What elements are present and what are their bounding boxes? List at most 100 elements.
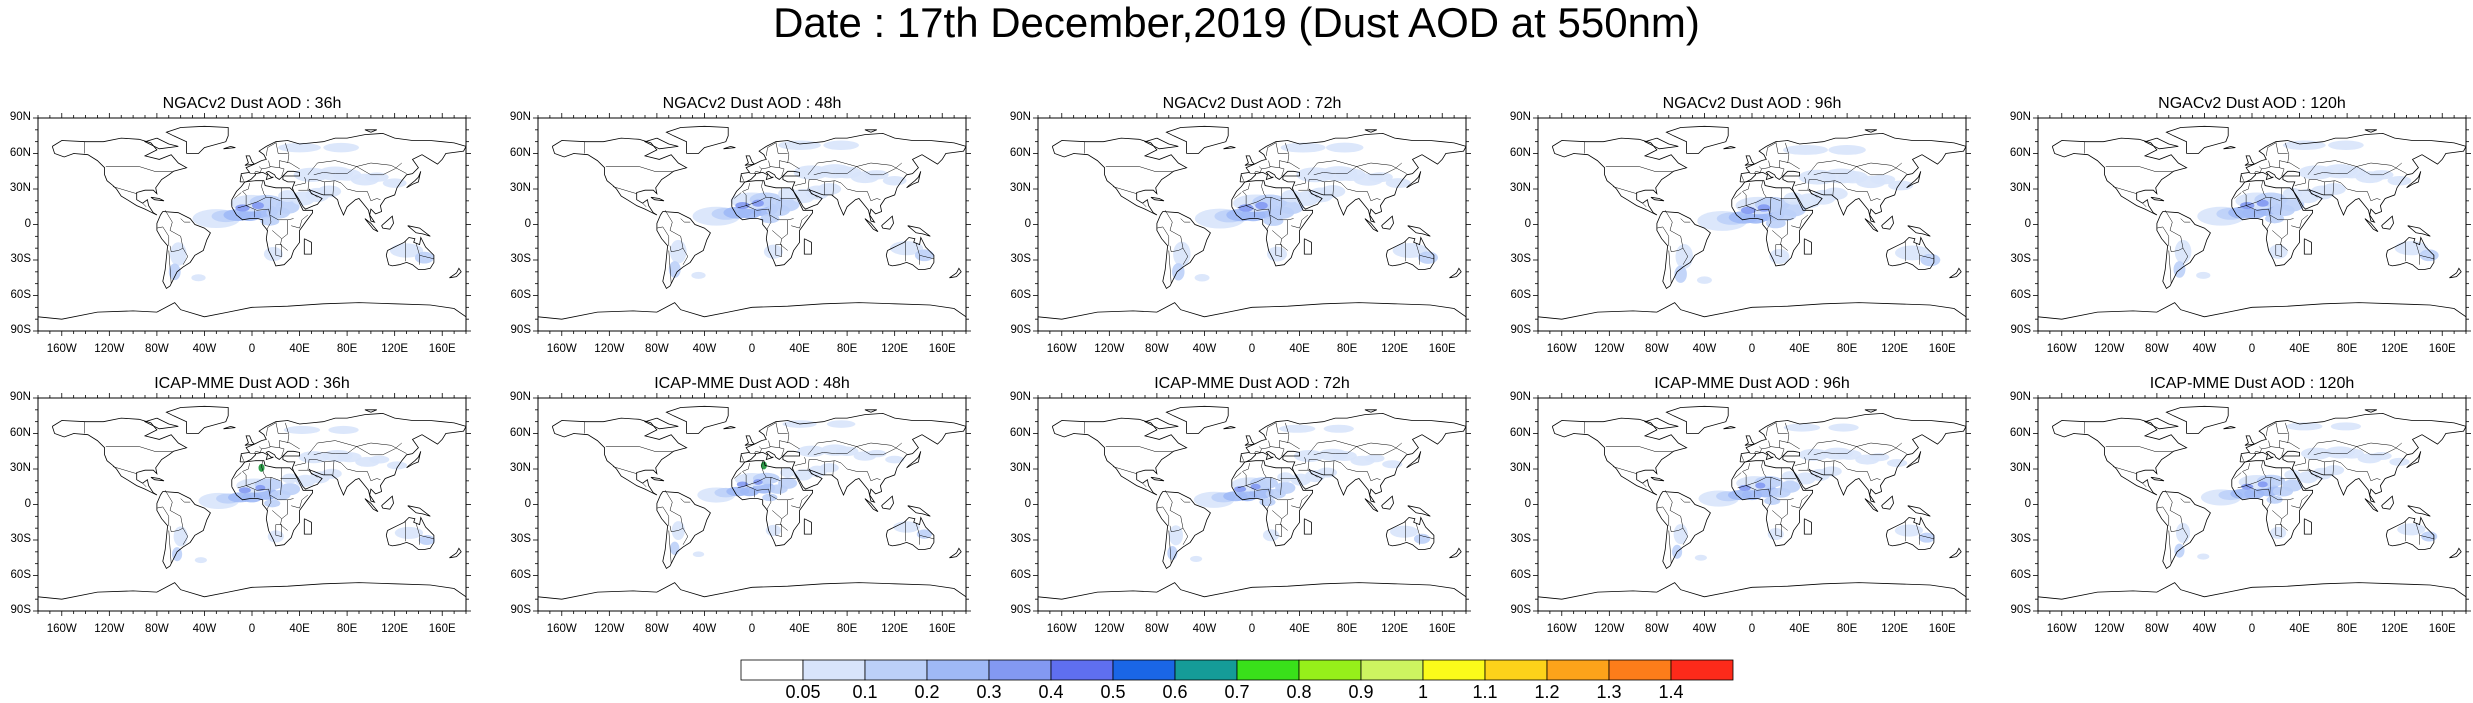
coastline [143,417,179,430]
panel-title: NGACv2 Dust AOD : 72h [1162,95,1342,112]
country-border [299,494,309,509]
lon-label: 40E [789,623,810,635]
coastline [739,132,967,223]
coastline [2231,460,2314,547]
coastline [1239,412,1467,503]
country-border [2258,446,2272,450]
country-border [841,182,868,192]
country-border [266,142,276,156]
country-border [1668,530,1672,564]
dust-plume [752,199,764,207]
country-border [1768,440,1780,448]
dust-plume [1238,204,1254,212]
dust-plume [298,451,329,464]
coastline [2051,417,2188,496]
country-border [1156,226,1170,246]
country-border [105,166,173,172]
country-border [813,446,857,456]
panel-title: ICAP-MME Dust AOD : 120h [2149,375,2355,392]
coastline [1449,267,1462,279]
country-border [742,463,750,472]
country-border [2285,422,2290,444]
country-border [268,160,280,168]
dust-plume [914,249,934,262]
lon-label: 120W [1094,343,1125,355]
country-border [807,160,907,175]
map-frame [2037,117,2467,332]
colorbar-label: 0.8 [1286,682,1312,702]
country-border [766,422,776,436]
coastline [1739,132,1967,223]
coastline [406,451,422,469]
coastline [303,518,312,535]
coastline [656,491,711,569]
country-border [2266,477,2281,482]
lat-label: 90N [509,111,531,123]
dust-plume [1278,424,1316,433]
country-border [272,510,282,519]
country-border [915,523,920,545]
lat-label: 30N [2009,462,2031,474]
dust-plume [1392,243,1428,258]
country-border [1832,460,1835,477]
country-border [180,218,191,223]
coastline [1744,435,1756,446]
dust-plume [1870,174,1896,185]
country-border [1669,525,1684,532]
country-border [280,467,282,496]
country-border [356,162,402,176]
lon-label: 160W [546,623,577,635]
country-border [324,180,342,184]
lon-label: 160E [1928,343,1956,355]
country-border [867,191,881,202]
country-border [741,454,744,461]
lat-label: 60S [1510,288,1531,301]
country-border [1258,166,1272,170]
lat-label: 0 [1524,217,1531,230]
country-border [2332,460,2335,477]
lon-label: 120E [881,343,909,355]
coastline [244,155,256,166]
lon-label: 120E [881,623,909,635]
country-border [1761,180,1767,198]
dust-plume [2175,522,2191,543]
lon-label: 80W [645,623,669,635]
country-border [1279,160,1300,170]
country-border [807,179,825,191]
lon-label: 80E [1836,343,1858,355]
country-border [2285,142,2290,164]
country-border [1734,472,1742,479]
dust-plume [2328,140,2364,150]
country-border [275,421,288,434]
coastline [381,215,394,230]
country-border [1758,446,1772,450]
coastline [1650,476,1665,482]
country-border [669,245,684,252]
coastline [1051,137,1188,216]
panel-title: NGACv2 Dust AOD : 36h [162,95,342,112]
country-border [2269,477,2294,501]
country-border [2168,250,2172,284]
dust-plume [414,251,434,264]
coastline [1864,218,1879,232]
country-border [241,174,244,181]
coastline [1537,582,1967,600]
country-border [1419,255,1434,260]
country-border [766,214,772,231]
dust-plume [317,185,342,198]
coastline [2037,582,2467,600]
country-border [1742,463,1750,472]
country-border [1775,244,1782,257]
coastline [551,137,688,216]
country-border [1180,218,1191,223]
coastline [1381,215,1394,230]
colorbar-box [1050,659,1114,681]
country-border [280,499,288,531]
coastline [1156,491,1211,569]
country-border [1605,166,1673,172]
country-border [1813,166,1857,176]
lat-label: 60S [1010,288,1031,301]
country-border [1798,469,1818,478]
dust-plume [1167,545,1178,561]
country-border [2324,460,2342,464]
